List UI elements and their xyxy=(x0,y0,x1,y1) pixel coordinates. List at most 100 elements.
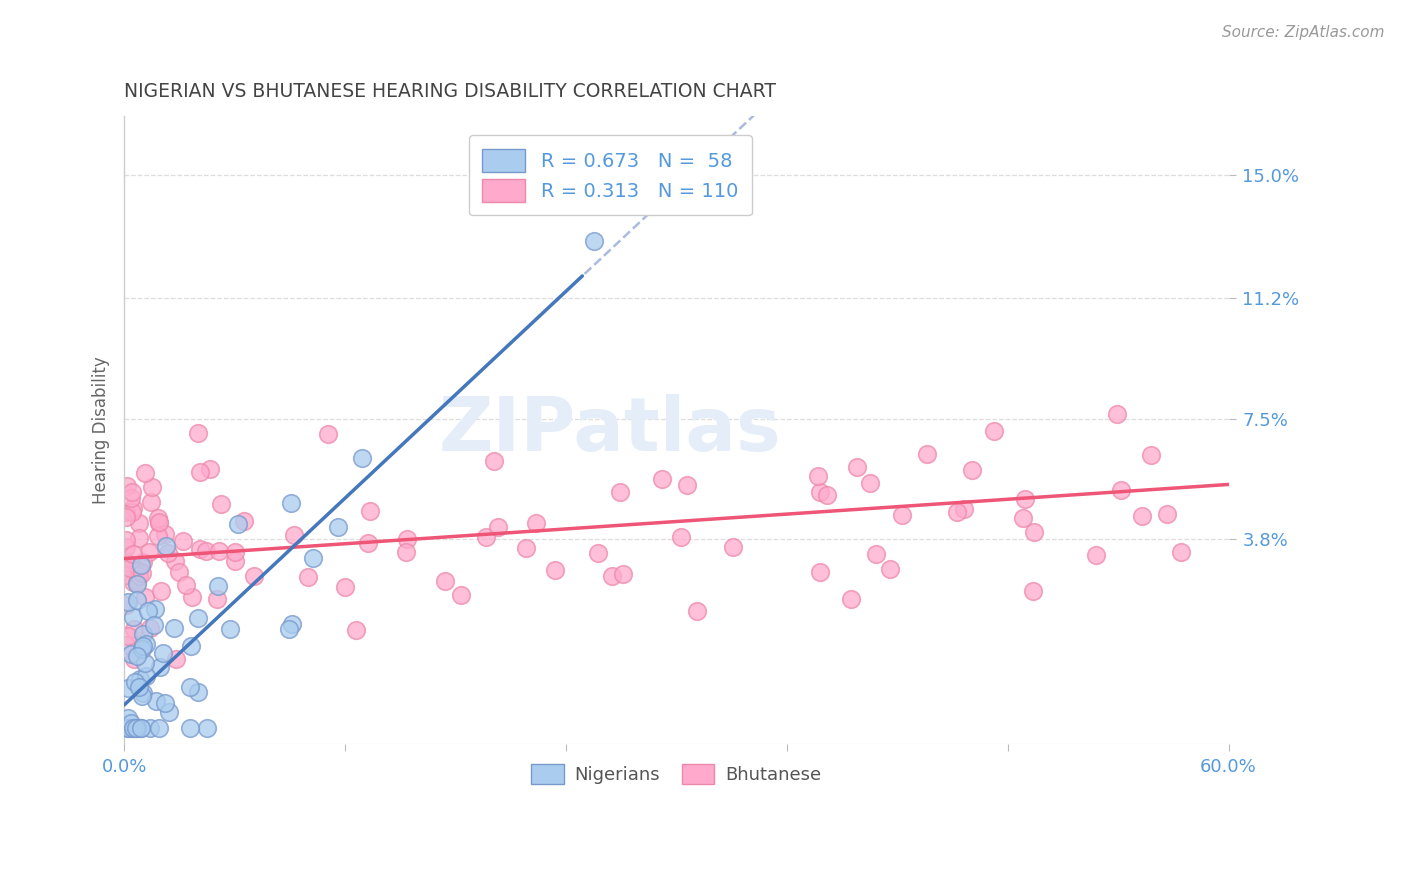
Point xyxy=(121,485,143,500)
Point xyxy=(543,563,565,577)
Point xyxy=(131,642,153,657)
Point xyxy=(302,551,325,566)
Point xyxy=(218,622,240,636)
Point xyxy=(333,580,356,594)
Point xyxy=(281,617,304,632)
Point xyxy=(115,568,138,582)
Point xyxy=(450,588,472,602)
Point xyxy=(433,574,456,588)
Point xyxy=(1022,583,1045,598)
Point xyxy=(129,721,152,735)
Point xyxy=(125,574,148,589)
Point xyxy=(131,566,153,580)
Point xyxy=(357,535,380,549)
Point xyxy=(122,721,145,735)
Point xyxy=(134,591,156,605)
Point xyxy=(815,488,838,502)
Point xyxy=(128,516,150,530)
Text: Source: ZipAtlas.com: Source: ZipAtlas.com xyxy=(1222,25,1385,40)
Point xyxy=(297,570,319,584)
Text: ZIPatlas: ZIPatlas xyxy=(439,393,782,467)
Point xyxy=(686,604,709,618)
Point xyxy=(125,649,148,664)
Point xyxy=(165,652,187,666)
Point xyxy=(180,639,202,653)
Point xyxy=(172,533,194,548)
Point xyxy=(139,495,162,509)
Point xyxy=(135,636,157,650)
Point xyxy=(1105,407,1128,421)
Point xyxy=(136,603,159,617)
Point xyxy=(128,531,150,545)
Point xyxy=(675,478,697,492)
Point xyxy=(120,647,142,661)
Point xyxy=(600,568,623,582)
Point xyxy=(121,505,143,519)
Point xyxy=(117,681,139,695)
Point xyxy=(115,598,138,612)
Point xyxy=(120,491,142,505)
Point xyxy=(1156,507,1178,521)
Point xyxy=(146,529,169,543)
Point xyxy=(865,547,887,561)
Point xyxy=(141,480,163,494)
Point xyxy=(125,721,148,735)
Point xyxy=(609,485,631,500)
Point xyxy=(960,463,983,477)
Point xyxy=(1012,511,1035,525)
Point xyxy=(208,544,231,558)
Point xyxy=(122,721,145,735)
Point xyxy=(482,454,505,468)
Point xyxy=(117,721,139,735)
Point xyxy=(839,592,862,607)
Point xyxy=(188,465,211,479)
Point xyxy=(350,451,373,466)
Point xyxy=(1130,509,1153,524)
Point xyxy=(124,675,146,690)
Point xyxy=(278,622,301,636)
Point xyxy=(515,541,537,556)
Point xyxy=(145,694,167,708)
Point xyxy=(890,508,912,522)
Point xyxy=(131,689,153,703)
Point xyxy=(129,721,152,735)
Point xyxy=(474,530,496,544)
Y-axis label: Hearing Disability: Hearing Disability xyxy=(93,356,110,504)
Point xyxy=(132,686,155,700)
Point xyxy=(148,721,170,735)
Point xyxy=(115,638,138,652)
Point xyxy=(115,509,138,524)
Point xyxy=(524,516,547,530)
Point xyxy=(115,533,138,547)
Point xyxy=(174,578,197,592)
Point xyxy=(155,527,177,541)
Point xyxy=(120,721,142,735)
Point xyxy=(117,594,139,608)
Point xyxy=(117,479,139,493)
Point xyxy=(207,578,229,592)
Point xyxy=(128,569,150,583)
Point xyxy=(149,660,172,674)
Point xyxy=(243,568,266,582)
Point xyxy=(142,618,165,632)
Point xyxy=(946,505,969,519)
Point xyxy=(194,544,217,558)
Point xyxy=(167,565,190,579)
Point xyxy=(148,511,170,525)
Point xyxy=(316,426,339,441)
Point xyxy=(115,505,138,519)
Point xyxy=(283,528,305,542)
Point xyxy=(205,592,228,607)
Point xyxy=(163,621,186,635)
Point xyxy=(586,546,609,560)
Point xyxy=(121,560,143,574)
Point xyxy=(128,680,150,694)
Point xyxy=(129,558,152,572)
Point xyxy=(117,721,139,735)
Point xyxy=(152,646,174,660)
Point xyxy=(122,547,145,561)
Point xyxy=(135,669,157,683)
Point xyxy=(128,565,150,579)
Text: NIGERIAN VS BHUTANESE HEARING DISABILITY CORRELATION CHART: NIGERIAN VS BHUTANESE HEARING DISABILITY… xyxy=(124,82,776,101)
Point xyxy=(808,484,831,499)
